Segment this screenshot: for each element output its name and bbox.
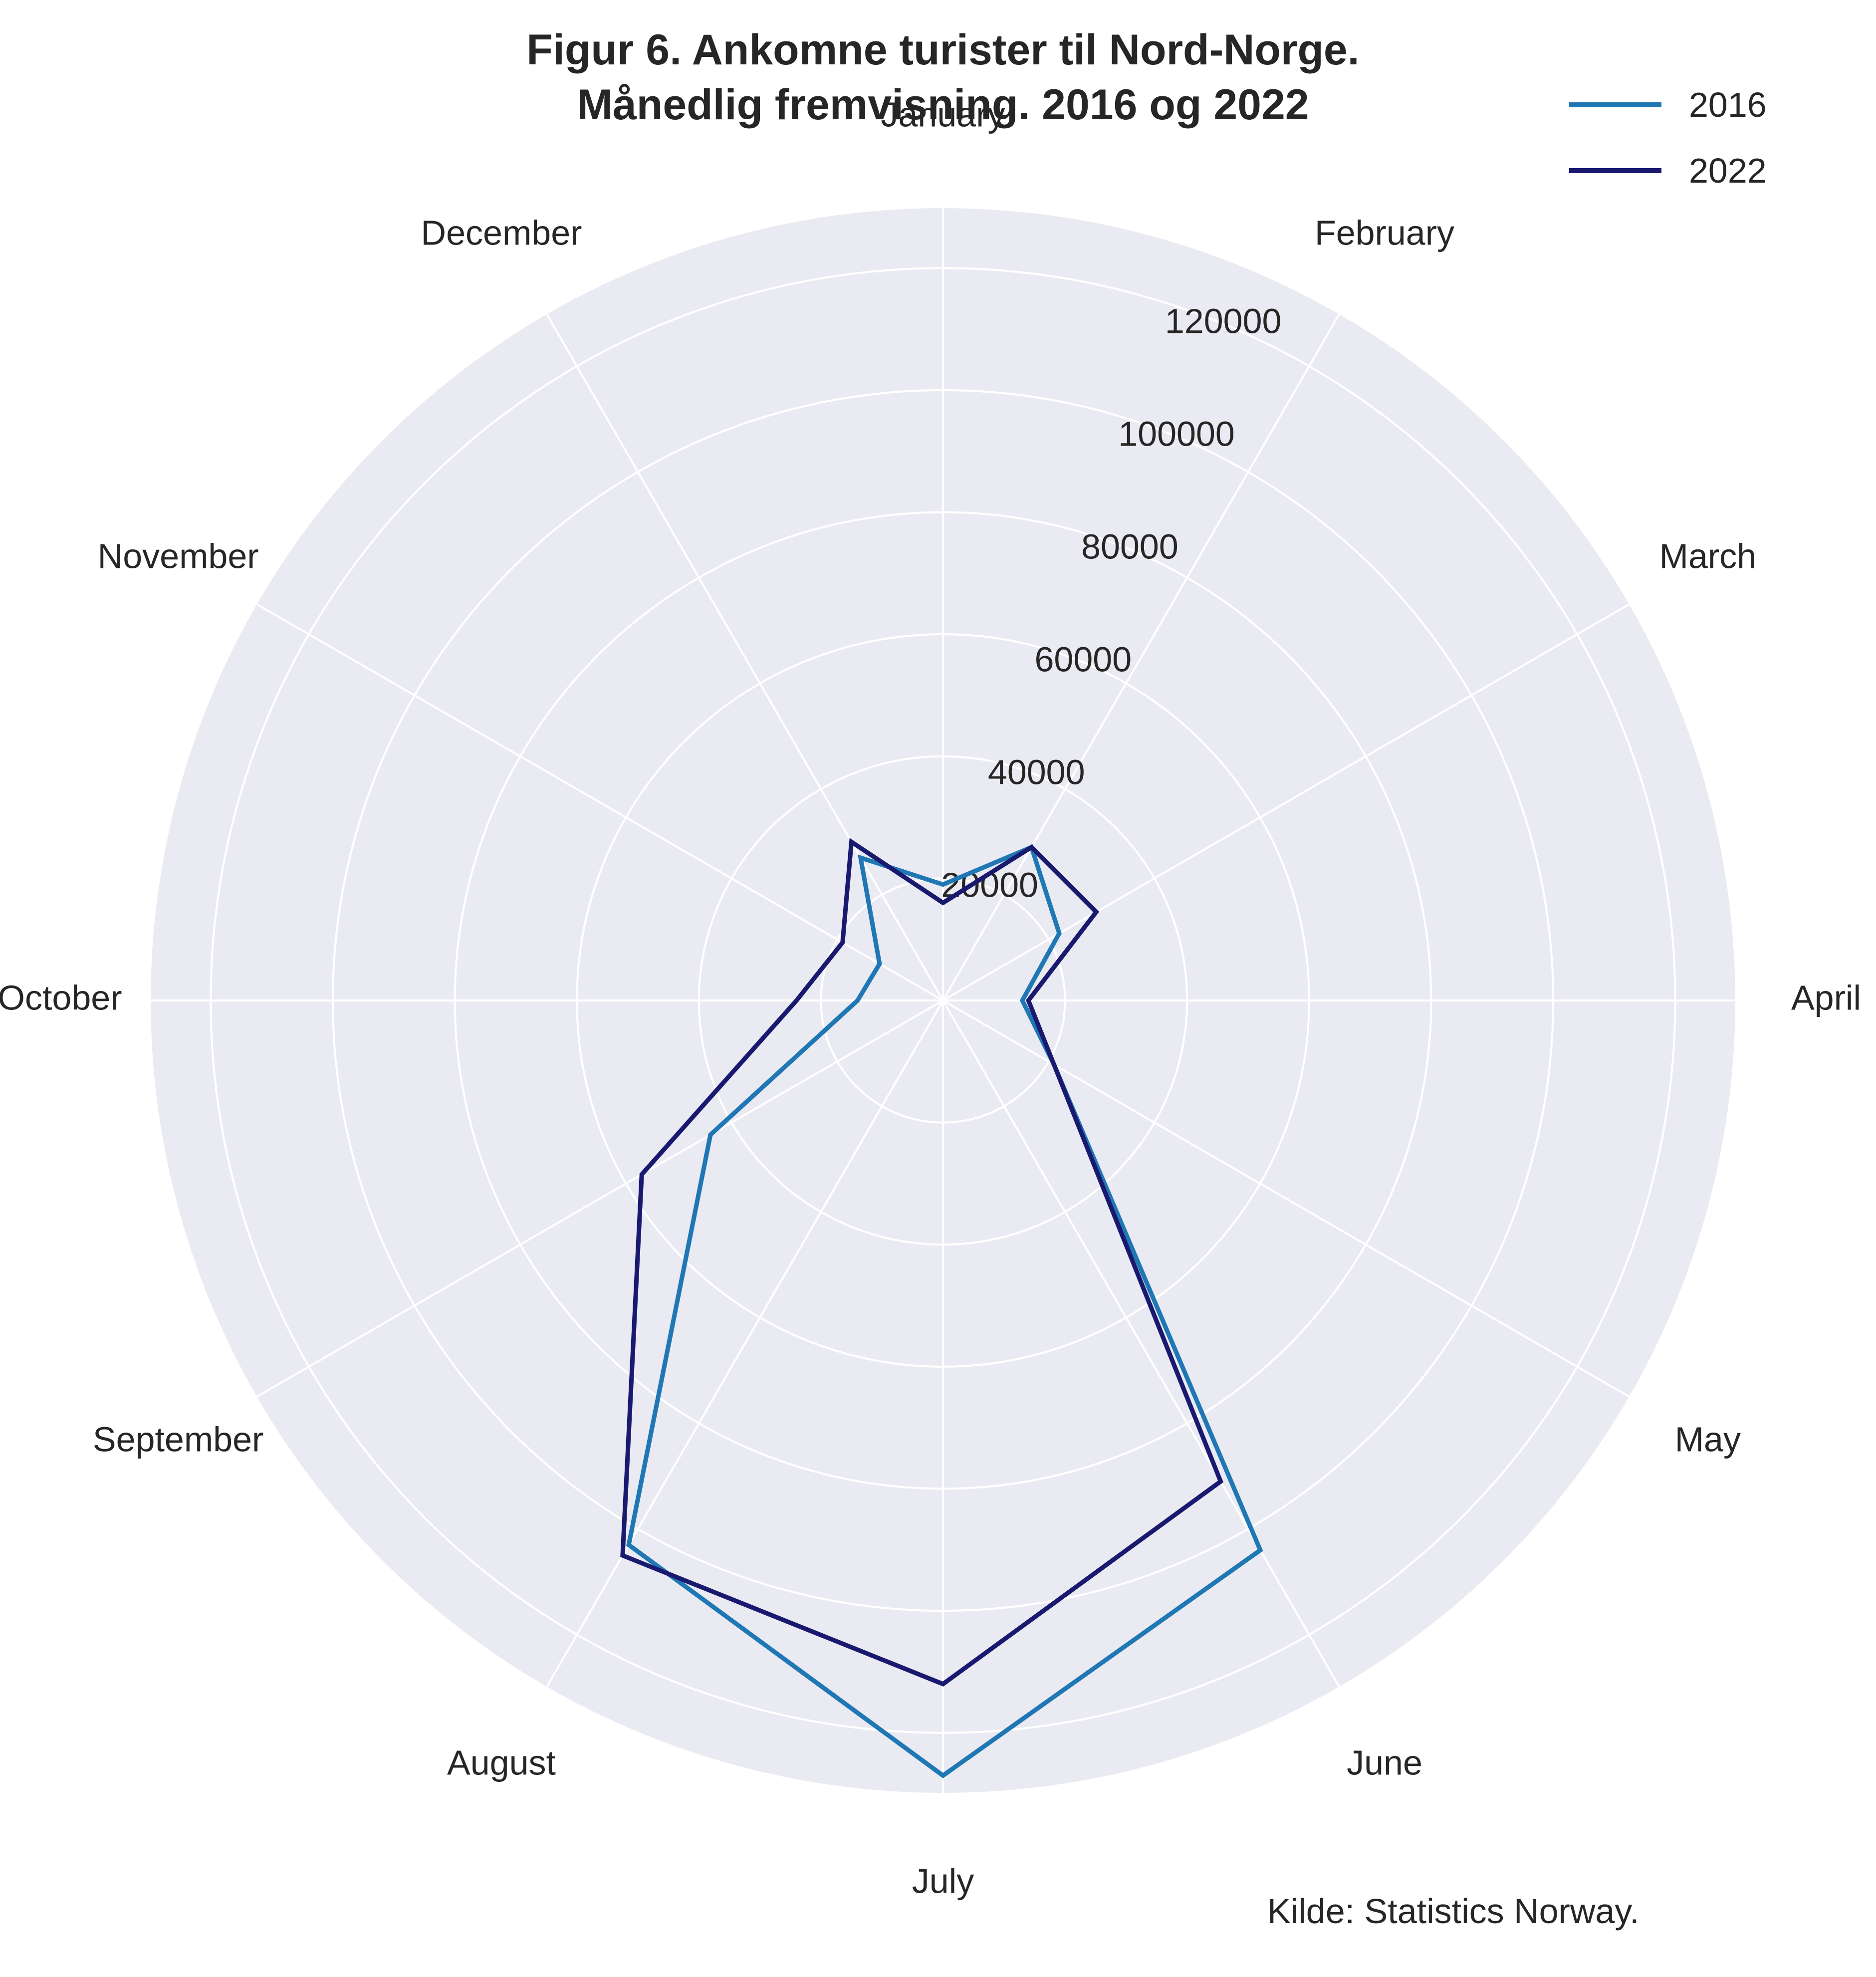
month-label-july: July bbox=[912, 1861, 974, 1900]
month-label-june: June bbox=[1347, 1743, 1422, 1782]
month-label-september: September bbox=[93, 1420, 263, 1459]
series-line-2022 bbox=[620, 838, 1223, 1687]
month-label-february: February bbox=[1315, 214, 1454, 252]
month-label-january: January bbox=[881, 95, 1005, 134]
chart-title-line-1: Figur 6. Ankomne turister til Nord-Norge… bbox=[526, 26, 1360, 74]
month-label-november: November bbox=[98, 536, 259, 575]
radial-tick-label-120000: 120000 bbox=[1165, 302, 1282, 341]
month-label-august: August bbox=[447, 1743, 556, 1782]
month-label-march: March bbox=[1659, 536, 1756, 575]
legend-item-2022: 2022 bbox=[1557, 143, 1796, 209]
series-line-2016 bbox=[626, 844, 1263, 1778]
month-label-april: April bbox=[1791, 978, 1861, 1017]
spoke-may bbox=[942, 999, 1631, 1398]
month-label-december: December bbox=[421, 214, 582, 252]
spoke-september bbox=[255, 999, 943, 1398]
radial-tick-label-40000: 40000 bbox=[988, 752, 1085, 791]
month-label-october: October bbox=[0, 978, 122, 1017]
source-note: Kilde: Statistics Norway. bbox=[1267, 1892, 1640, 1931]
spoke-august bbox=[545, 1000, 944, 1688]
legend-label-2016: 2016 bbox=[1689, 85, 1767, 124]
legend-item-2016: 2016 bbox=[1557, 77, 1796, 143]
legend-swatch-2022 bbox=[1569, 168, 1661, 173]
radial-tick-label-60000: 60000 bbox=[1035, 640, 1132, 679]
month-label-may: May bbox=[1675, 1420, 1741, 1459]
legend-label-2022: 2022 bbox=[1689, 151, 1767, 190]
chart-title: Figur 6. Ankomne turister til Nord-Norge… bbox=[0, 22, 1876, 132]
spoke-february bbox=[942, 313, 1341, 1001]
spoke-december bbox=[545, 313, 944, 1001]
chart-title-line-2: Månedlig fremvisning. 2016 og 2022 bbox=[577, 81, 1309, 129]
spoke-november bbox=[255, 603, 943, 1001]
legend: 2016 2022 bbox=[1557, 77, 1796, 209]
spoke-june bbox=[942, 1000, 1341, 1688]
radial-tick-label-80000: 80000 bbox=[1081, 527, 1178, 566]
radial-tick-label-100000: 100000 bbox=[1118, 415, 1235, 454]
legend-swatch-2016 bbox=[1569, 102, 1661, 107]
